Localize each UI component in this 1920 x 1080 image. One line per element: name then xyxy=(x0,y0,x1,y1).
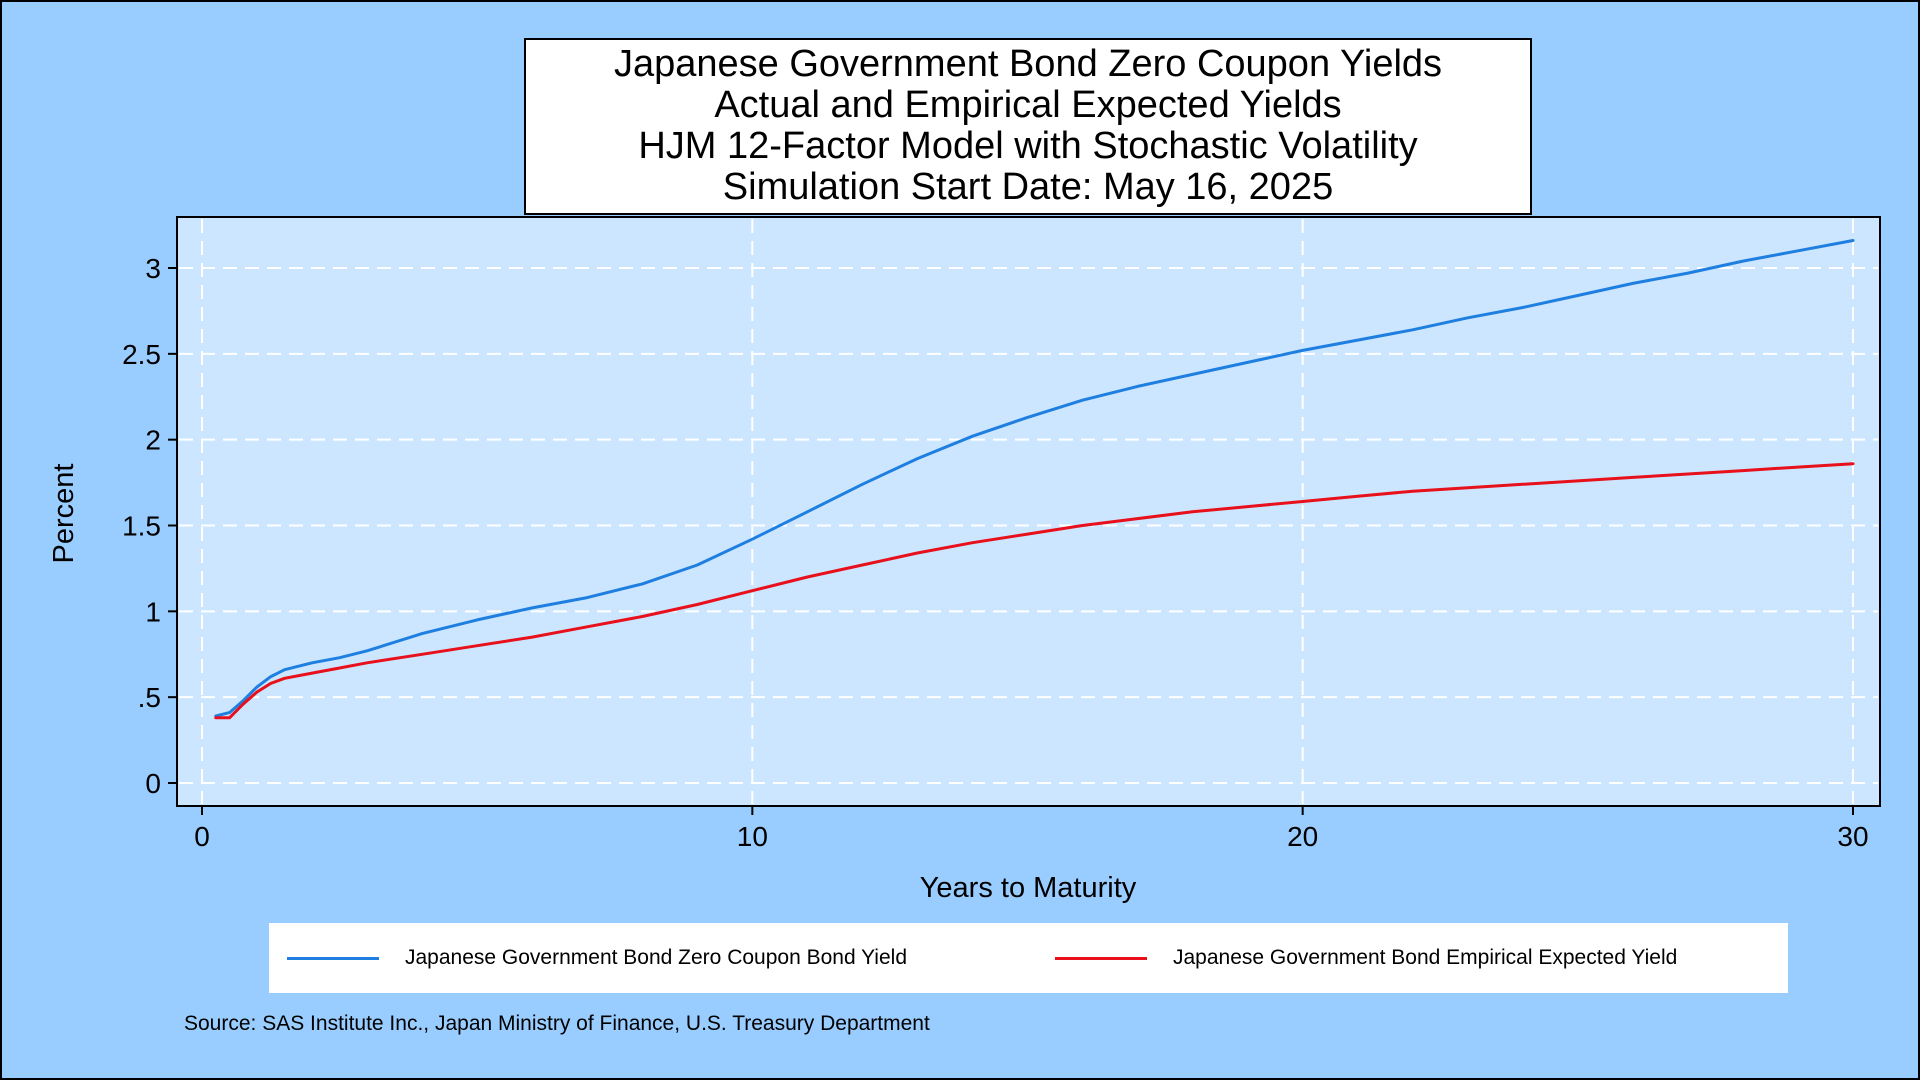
series-line-expected-yield xyxy=(214,462,1855,720)
y-tick-label: 0 xyxy=(145,768,161,799)
y-axis-title: Percent xyxy=(48,464,80,564)
y-tick-label: 2 xyxy=(145,425,161,456)
y-tick-label: 1.5 xyxy=(122,511,161,542)
plot-area xyxy=(176,216,1881,807)
x-tick-label: 20 xyxy=(1287,821,1318,852)
chart-title-line-2: Actual and Empirical Expected Yields xyxy=(714,84,1342,126)
legend-label-actual: Japanese Government Bond Zero Coupon Bon… xyxy=(405,946,908,969)
axes: 0.511.522.530 10 20 30 xyxy=(122,253,1869,852)
source-note: Source: SAS Institute Inc., Japan Minist… xyxy=(184,1012,930,1035)
legend-swatch-actual xyxy=(287,956,379,960)
y-tick-label: 1 xyxy=(145,596,161,627)
legend-label-expected: Japanese Government Bond Empirical Expec… xyxy=(1173,946,1678,969)
x-tick-label: 10 xyxy=(737,821,768,852)
y-tick-label: 2.5 xyxy=(122,339,161,370)
series-line-actual-yield xyxy=(214,239,1855,718)
y-tick-label: 3 xyxy=(145,253,161,284)
chart-title-line-3: HJM 12-Factor Model with Stochastic Vola… xyxy=(638,125,1418,167)
x-tick-label: 0 xyxy=(194,821,210,852)
grid-lines xyxy=(179,219,1878,804)
legend-item-expected: Japanese Government Bond Empirical Expec… xyxy=(1055,923,1677,993)
x-tick-label: 30 xyxy=(1837,821,1868,852)
chart-title-box: Japanese Government Bond Zero Coupon Yie… xyxy=(524,38,1532,215)
legend: Japanese Government Bond Zero Coupon Bon… xyxy=(269,923,1788,993)
legend-swatch-expected xyxy=(1055,956,1147,960)
legend-item-actual: Japanese Government Bond Zero Coupon Bon… xyxy=(287,923,907,993)
chart-title-line-1: Japanese Government Bond Zero Coupon Yie… xyxy=(613,43,1443,85)
x-axis-title: Years to Maturity xyxy=(920,872,1137,904)
chart-title-line-4: Simulation Start Date: May 16, 2025 xyxy=(722,166,1334,208)
series-lines xyxy=(214,239,1855,720)
y-tick-label: .5 xyxy=(138,682,161,713)
